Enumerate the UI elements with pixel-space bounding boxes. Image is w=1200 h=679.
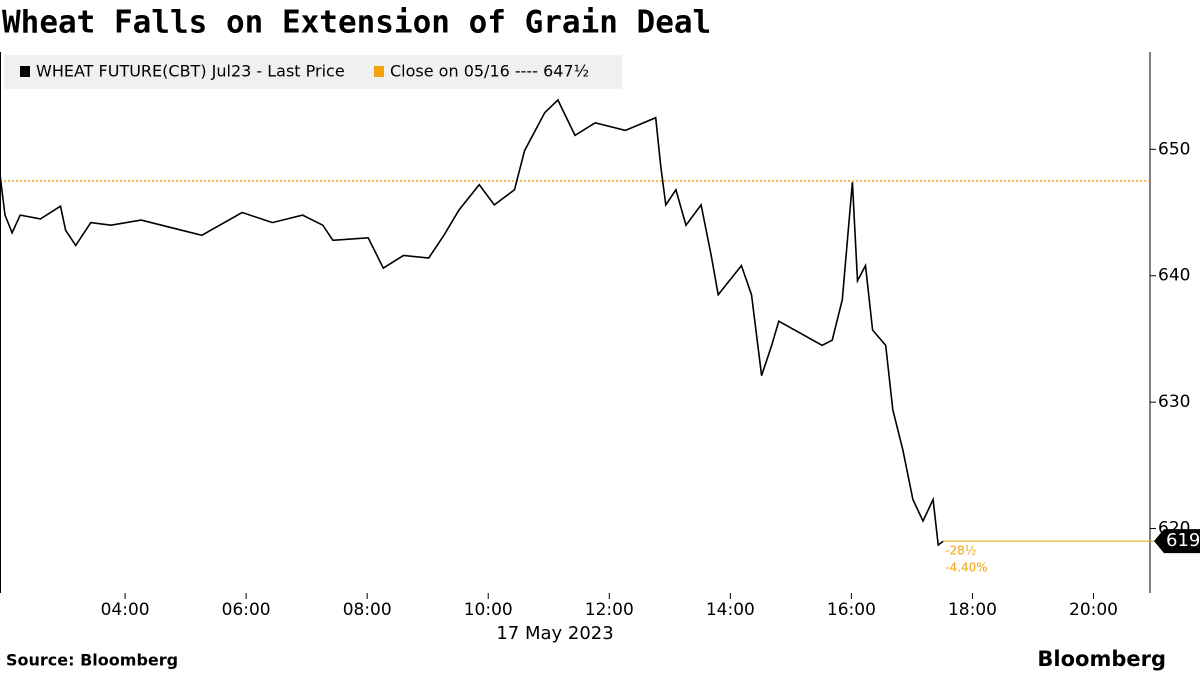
brand: Bloomberg xyxy=(1037,647,1166,671)
change-pct-label: -4.40% xyxy=(945,561,987,575)
price-line xyxy=(0,98,944,547)
legend-swatch xyxy=(20,66,30,77)
x-tick-label: 14:00 xyxy=(706,600,755,620)
legend-box xyxy=(4,55,622,89)
y-tick-label: 650 xyxy=(1158,139,1190,159)
y-tick-label: 640 xyxy=(1158,266,1190,286)
source: Source: Bloomberg xyxy=(6,651,178,670)
x-tick-label: 06:00 xyxy=(222,600,271,620)
x-axis-label: 17 May 2023 xyxy=(496,623,613,644)
x-tick-label: 16:00 xyxy=(827,600,876,620)
last-price-tag xyxy=(1154,529,1200,554)
legend-swatch xyxy=(374,66,384,77)
change-label: -28½ xyxy=(945,544,976,558)
x-tick-label: 18:00 xyxy=(948,600,997,620)
y-tick-label: 630 xyxy=(1158,392,1190,412)
x-tick-label: 12:00 xyxy=(585,600,634,620)
legend-entry: Close on 05/16 ---- 647½ xyxy=(390,62,589,81)
x-tick-label: 04:00 xyxy=(101,600,150,620)
x-tick-label: 20:00 xyxy=(1069,600,1118,620)
legend-entry: WHEAT FUTURE(CBT) Jul23 - Last Price xyxy=(36,62,345,81)
chart-title: Wheat Falls on Extension of Grain Deal xyxy=(2,5,711,41)
x-tick-label: 08:00 xyxy=(343,600,392,620)
x-tick-label: 10:00 xyxy=(464,600,513,620)
last-price-label: 619 xyxy=(1166,530,1200,551)
